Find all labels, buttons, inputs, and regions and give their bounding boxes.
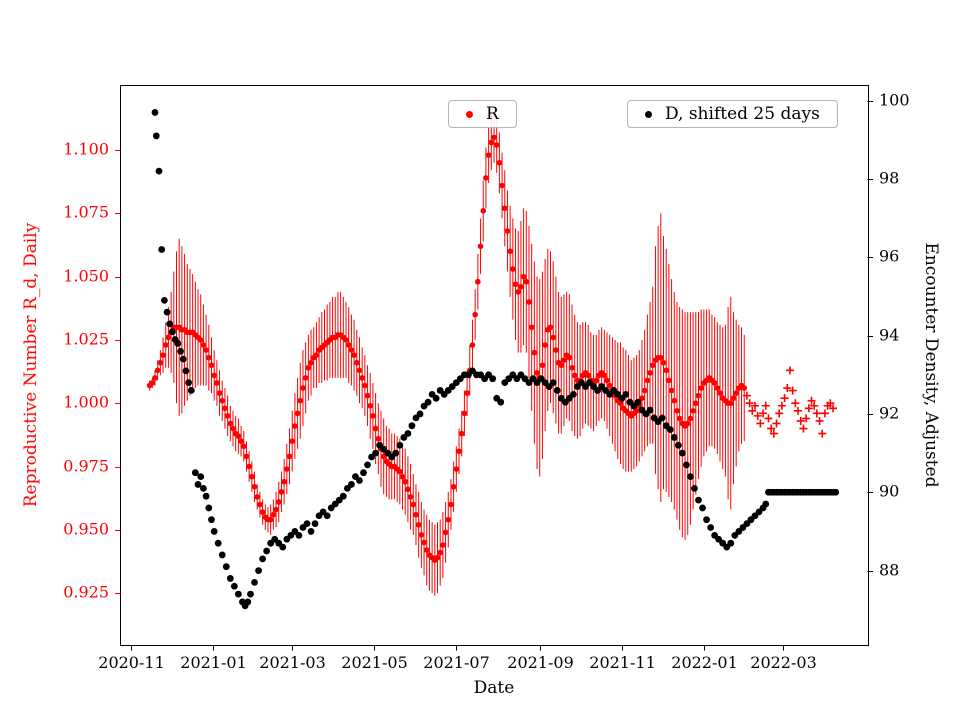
d-series-marker-icon [645,110,652,118]
legend-d-label: D, shifted 25 days [665,104,820,124]
r-series-marker-icon [466,110,473,118]
legend-r-label: R [486,104,499,124]
left-y-axis-label: Reproductive Number R_d, Daily [21,222,41,508]
right-y-axis-label: Encounter Density, Adjusted [921,242,941,488]
legend-r: R [448,100,517,128]
x-axis-label: Date [473,678,515,698]
legend-d: D, shifted 25 days [627,100,838,128]
